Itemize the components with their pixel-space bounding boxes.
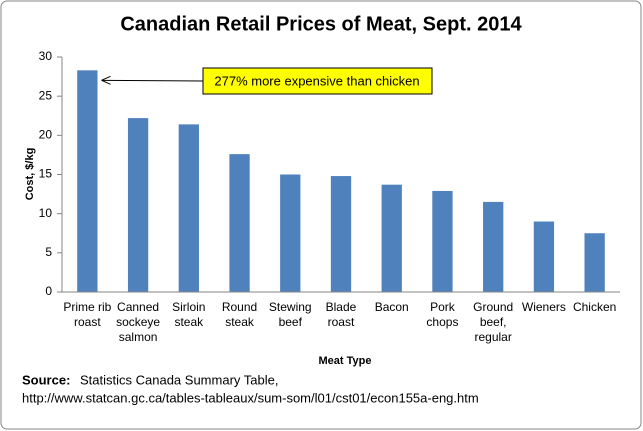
bar [127, 118, 149, 292]
x-tick-label: Canned sockeye salmon [116, 300, 161, 344]
x-tick-label: Bacon [374, 300, 409, 314]
y-tick-label: 5 [45, 245, 52, 259]
source-text: Statistics Canada Summary Table, [80, 372, 278, 387]
x-tick-label: Pork chops [426, 300, 459, 329]
bar [77, 70, 98, 292]
bar [381, 184, 402, 292]
bar [280, 174, 301, 292]
bar [229, 154, 250, 292]
bar [533, 221, 555, 292]
source-url: http://www.statcan.gc.ca/tables-tableaux… [22, 390, 479, 405]
source-label: Source: [22, 372, 70, 387]
annotation-arrow [101, 79, 204, 82]
y-axis-label: Cost, $/kg [24, 148, 36, 201]
x-tick-label: Sirloin steak [172, 300, 206, 329]
annotation-box [202, 67, 433, 95]
y-tick-label: 0 [45, 284, 52, 298]
bar [330, 176, 352, 292]
y-tick-label: 15 [39, 167, 53, 181]
x-tick-label: Wieners [521, 300, 566, 314]
x-tick-label: Chicken [572, 300, 617, 314]
bar [432, 190, 453, 292]
bar [178, 124, 199, 292]
y-tick-label: 30 [39, 49, 53, 63]
chart-title: Canadian Retail Prices of Meat, Sept. 20… [120, 13, 522, 35]
x-tick-label: Prime rib roast [63, 300, 112, 329]
annotation: 277% more expensive than chicken [214, 73, 419, 88]
annotation-arrowhead [101, 75, 111, 85]
x-tick-label: Stewing beef [268, 300, 312, 329]
x-tick-label: Ground beef, regular [473, 300, 514, 344]
y-tick-label: 10 [39, 206, 53, 220]
x-tick-label: Blade roast [325, 300, 357, 329]
bar [584, 233, 605, 292]
x-tick-label: Round steak [221, 300, 258, 329]
bar [483, 201, 504, 292]
y-tick-label: 20 [39, 128, 53, 142]
y-tick-label: 25 [39, 88, 53, 102]
x-axis-label: Meat Type [319, 355, 372, 367]
